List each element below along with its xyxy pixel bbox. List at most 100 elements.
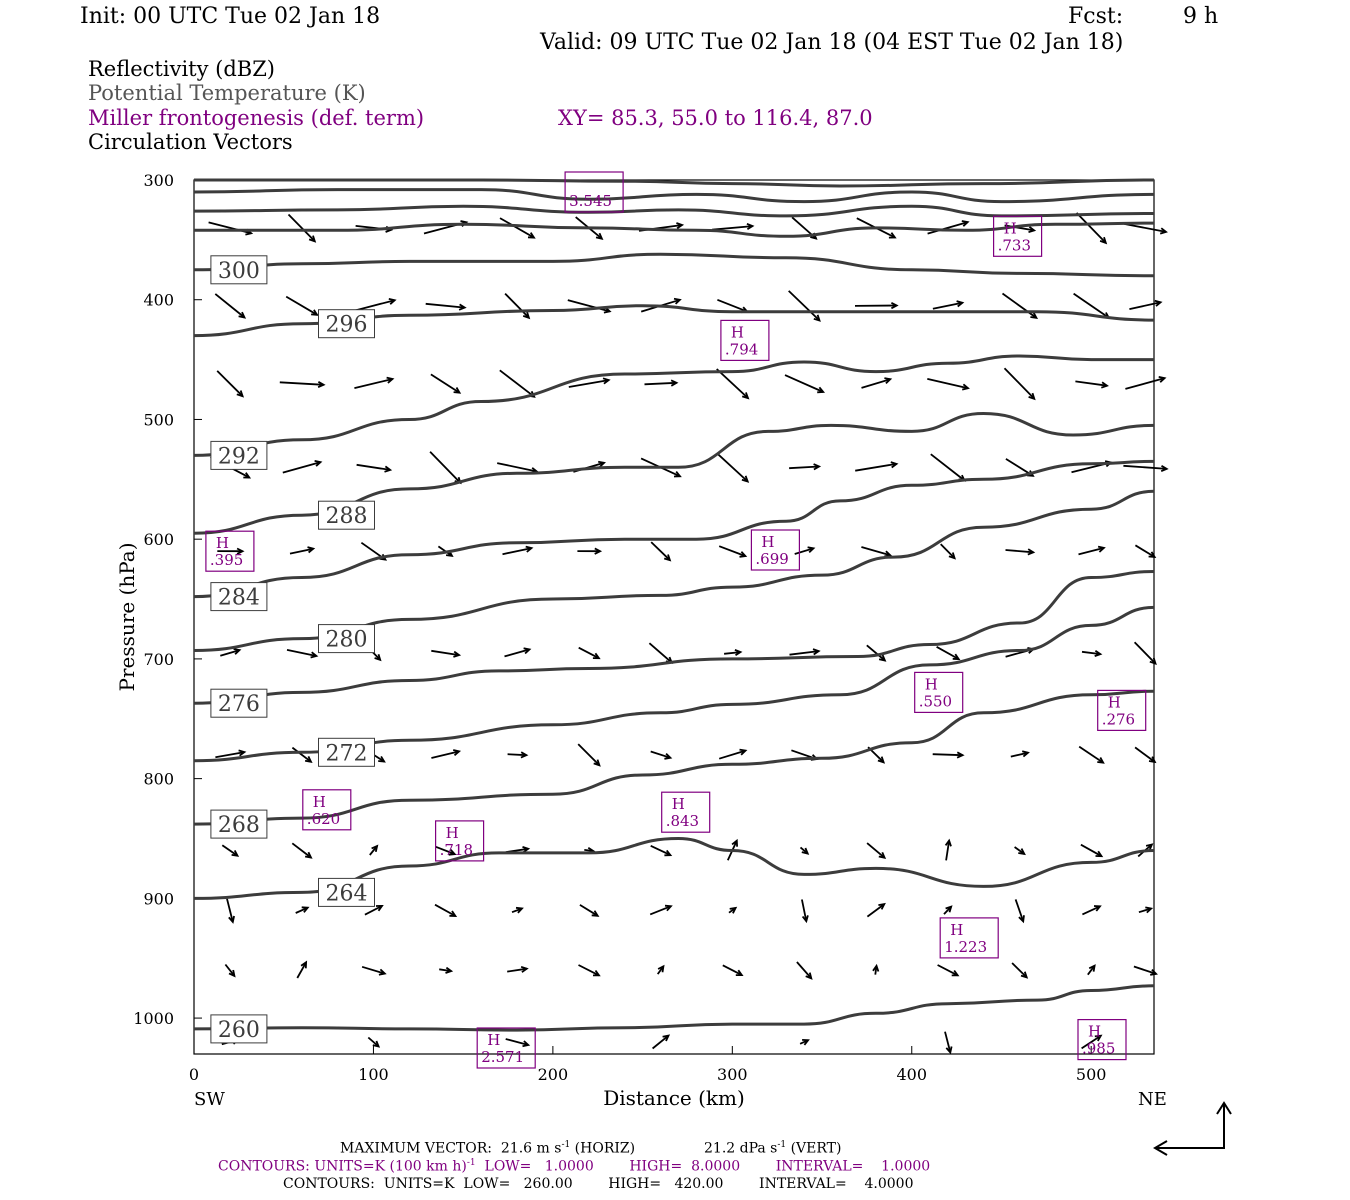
circulation-vector — [927, 221, 968, 235]
circulation-vector — [1073, 292, 1110, 319]
legend-theta: Potential Temperature (K) — [88, 81, 366, 105]
circulation-vector — [584, 849, 594, 852]
vector-arrowhead — [1145, 843, 1154, 851]
circulation-vector — [724, 651, 741, 655]
theta-label-box — [318, 624, 375, 654]
vector-arrowhead — [375, 904, 384, 912]
fronto-max-box — [205, 530, 255, 572]
fronto-max-value: .985 — [1082, 1040, 1115, 1058]
vector-arrowhead — [1027, 647, 1036, 654]
fronto-max-value: .733 — [998, 236, 1031, 254]
fronto-max-marker: H — [1004, 219, 1017, 237]
circulation-vector — [224, 963, 236, 977]
circulation-vector — [1005, 549, 1034, 554]
theta-contour — [193, 570, 1155, 705]
vector-arrowhead — [884, 377, 893, 385]
fronto-max-value: .620 — [307, 810, 340, 828]
circulation-vector — [504, 292, 530, 319]
circulation-vector — [295, 906, 309, 914]
circulation-vector — [361, 965, 386, 975]
circulation-vector — [644, 381, 677, 386]
vector-arrowhead — [379, 553, 388, 561]
circulation-vector — [221, 1039, 239, 1046]
x-tick-label: 400 — [896, 1065, 927, 1084]
vector-arrowhead — [598, 460, 606, 468]
vert-exponent: -1 — [777, 1140, 787, 1150]
y-axis-title: Pressure (hPa) — [115, 543, 139, 692]
y-tick-label: 800 — [143, 770, 174, 789]
circulation-vector — [291, 842, 312, 859]
vector-arrowhead — [452, 749, 462, 756]
vector-arrowhead — [522, 311, 531, 320]
vector-arrowhead — [878, 654, 887, 662]
vector-arrowhead — [746, 222, 755, 231]
vector-arrowhead — [805, 972, 813, 980]
circulation-vector — [367, 1036, 380, 1048]
circulation-vector — [650, 844, 671, 856]
circulation-vector — [712, 225, 753, 231]
circulation-vector — [505, 1038, 529, 1046]
circulation-vector — [567, 299, 610, 313]
circulation-vector — [507, 753, 527, 757]
circulation-vector — [1080, 843, 1102, 857]
fronto-max-marker: H — [216, 534, 229, 552]
circulation-vector — [649, 905, 672, 916]
circulation-vector — [874, 965, 878, 975]
circulation-vector — [784, 374, 824, 393]
theta-label: 296 — [326, 313, 368, 338]
circulation-vector — [791, 749, 818, 760]
circulation-vector — [718, 749, 746, 760]
vector-arrowhead — [1150, 968, 1158, 976]
circulation-vector — [799, 1039, 809, 1045]
vector-arrowhead — [945, 1046, 953, 1055]
fronto-exponent: -1 — [466, 1158, 476, 1168]
vector-arrowhead — [739, 748, 748, 756]
theta-label: 268 — [218, 813, 260, 838]
fronto-max-marker: H — [1088, 1023, 1101, 1041]
vector-arrowhead — [729, 906, 738, 914]
circulation-vector — [943, 905, 952, 915]
vector-arrowhead — [449, 910, 458, 917]
vector-arrowhead — [1154, 299, 1163, 307]
vector-arrowhead — [374, 653, 382, 662]
fronto-max-box — [914, 671, 964, 714]
circulation-vector — [437, 545, 453, 557]
theta-label-box — [210, 1014, 268, 1044]
circulation-vector — [861, 378, 891, 389]
vector-arrowhead — [236, 390, 245, 398]
circulation-vector — [861, 546, 891, 557]
circulation-vector — [944, 1031, 952, 1053]
circulation-vector — [1075, 380, 1108, 387]
vector-arrowhead — [448, 849, 457, 856]
circulation-vector — [287, 213, 316, 242]
circulation-vector — [430, 373, 460, 394]
circulation-vector — [577, 743, 601, 766]
circulation-vector — [1071, 461, 1112, 474]
vector-arrowhead — [520, 751, 529, 759]
vector-arrowhead — [238, 311, 247, 319]
vector-arrowhead — [228, 969, 236, 978]
vector-arrowhead — [1027, 548, 1036, 556]
vector-arrowhead — [445, 550, 454, 558]
circulation-vector — [788, 290, 821, 322]
y-tick-label: 1000 — [133, 1009, 174, 1028]
theta-label: 280 — [326, 628, 368, 653]
circulation-vector — [369, 845, 378, 856]
vector-arrowhead — [1149, 657, 1157, 666]
max-vector-label: MAXIMUM VECTOR: — [340, 1140, 492, 1157]
fronto-max-value: 2.571 — [481, 1048, 524, 1066]
forecast-hour: 9 h — [1183, 4, 1219, 29]
vector-arrowhead — [944, 838, 952, 847]
vector-arrowhead — [1145, 906, 1154, 914]
max-vector-vert: 21.2 dPa s — [704, 1140, 778, 1157]
theta-contour — [193, 204, 1155, 218]
theta-label-box — [318, 877, 375, 907]
circulation-vector — [1010, 751, 1029, 758]
circulation-vector — [216, 370, 244, 397]
vector-arrowhead — [233, 648, 242, 655]
vector-arrowhead — [595, 232, 604, 240]
vector-arrowhead — [890, 461, 899, 469]
vector-arrowhead — [1020, 971, 1029, 979]
horiz-exponent: -1 — [561, 1140, 571, 1150]
fronto-max-marker: H — [313, 793, 326, 811]
